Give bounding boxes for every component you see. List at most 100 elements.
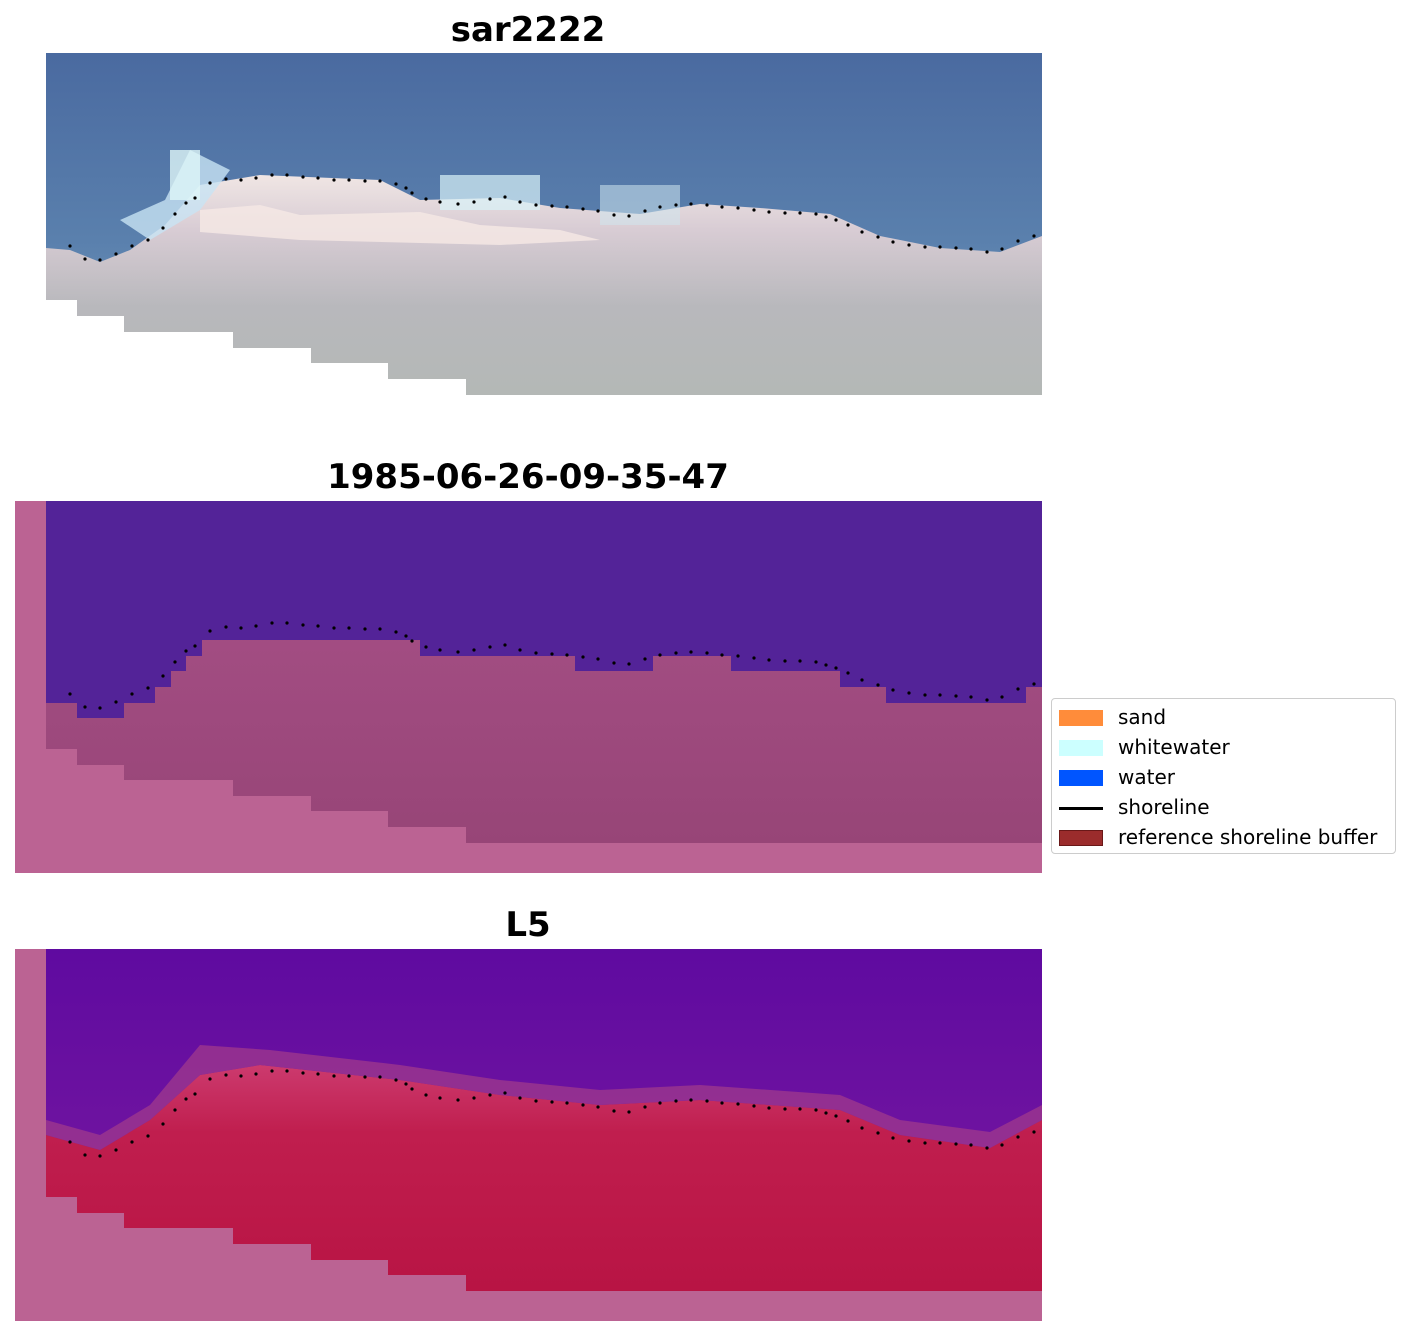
shoreline-dot <box>378 1075 382 1079</box>
shoreline-dot <box>83 705 87 709</box>
shoreline-dot <box>783 211 787 215</box>
shoreline-dot <box>891 688 895 692</box>
shoreline-dot <box>332 626 336 630</box>
shoreline-dot <box>518 1096 522 1100</box>
shoreline-dot <box>565 205 569 209</box>
shoreline-dot <box>1000 1143 1004 1147</box>
shoreline-dot <box>705 651 709 655</box>
shoreline-dot <box>316 1072 320 1076</box>
shoreline-dot <box>1000 695 1004 699</box>
shoreline-dot <box>363 627 367 631</box>
shoreline-dot <box>316 624 320 628</box>
shoreline-dot <box>130 1140 134 1144</box>
shoreline-dot <box>985 250 989 254</box>
shoreline-dot <box>98 1154 102 1158</box>
shoreline-dot <box>285 173 289 177</box>
shoreline-dot <box>270 621 274 625</box>
shoreline-dot <box>394 182 398 186</box>
shoreline-dot <box>938 693 942 697</box>
shoreline-dot <box>798 211 802 215</box>
shoreline-dot <box>534 203 538 207</box>
shoreline-dot <box>612 1109 616 1113</box>
shoreline-dot <box>301 1071 305 1075</box>
shoreline-dot <box>404 186 408 190</box>
shoreline-dot <box>98 706 102 710</box>
shoreline-dot <box>705 1099 709 1103</box>
shoreline-dot <box>173 212 177 216</box>
shoreline-dot <box>404 1082 408 1086</box>
shoreline-dot <box>767 210 771 214</box>
shoreline-dot <box>643 1105 647 1109</box>
shoreline-dot <box>1032 1130 1036 1134</box>
shoreline-dot <box>424 1093 428 1097</box>
shoreline-dot <box>534 651 538 655</box>
shoreline-dot <box>907 243 911 247</box>
shoreline-dot <box>720 653 724 657</box>
shoreline-dot <box>347 1074 351 1078</box>
shoreline-dot <box>954 1142 958 1146</box>
shoreline-dot <box>798 659 802 663</box>
shoreline-dot <box>834 218 838 222</box>
shoreline-dot <box>83 257 87 261</box>
shoreline-dot <box>612 213 616 217</box>
shoreline-dot <box>923 693 927 697</box>
shoreline-dot <box>410 191 414 195</box>
shoreline-dot <box>503 195 507 199</box>
shoreline-dot <box>503 643 507 647</box>
shoreline-dot <box>363 1075 367 1079</box>
shoreline-dot <box>627 214 631 218</box>
shoreline-dot <box>518 200 522 204</box>
shoreline-dot <box>316 176 320 180</box>
shoreline-dot <box>736 1102 740 1106</box>
shoreline-dot <box>254 1072 258 1076</box>
shoreline-dot <box>193 644 197 648</box>
panel-title-1: sar2222 <box>450 10 606 50</box>
shoreline-dot <box>239 178 243 182</box>
shoreline-dot <box>985 1146 989 1150</box>
legend-label: whitewater <box>1118 735 1230 759</box>
shoreline-dot <box>891 240 895 244</box>
panel-3-image <box>15 949 1042 1321</box>
shoreline-dot <box>285 1069 289 1073</box>
shoreline-dot <box>130 692 134 696</box>
shoreline-dot <box>161 1122 165 1126</box>
shoreline-dot <box>612 661 616 665</box>
shoreline-dot <box>438 1096 442 1100</box>
shoreline-dot <box>224 1073 228 1077</box>
shoreline-dot <box>969 695 973 699</box>
shoreline-dot <box>736 654 740 658</box>
legend: sand whitewater water shoreline referenc… <box>1051 698 1396 854</box>
shoreline-dot <box>208 181 212 185</box>
shoreline-dot <box>68 692 72 696</box>
panel-title-2: 1985-06-26-09-35-47 <box>327 457 729 497</box>
shoreline-dot <box>550 204 554 208</box>
shoreline-dot <box>674 1099 678 1103</box>
shoreline-dot <box>1016 239 1020 243</box>
shoreline-dot <box>424 645 428 649</box>
shoreline-dot <box>438 200 442 204</box>
shoreline-dot <box>1032 682 1036 686</box>
legend-label: reference shoreline buffer <box>1118 825 1378 849</box>
legend-item-shoreline: shoreline <box>1052 791 1395 821</box>
shoreline-dot <box>954 694 958 698</box>
shoreline-dot <box>332 178 336 182</box>
shoreline-dot <box>332 1074 336 1078</box>
shoreline-dot <box>270 1069 274 1073</box>
shoreline-dot <box>824 663 828 667</box>
shoreline-dot <box>424 197 428 201</box>
shoreline-dot <box>627 1110 631 1114</box>
shoreline-dot <box>876 235 880 239</box>
shoreline-dot <box>394 1078 398 1082</box>
shoreline-dot <box>378 179 382 183</box>
shoreline-dot <box>130 244 134 248</box>
shoreline-dot <box>347 626 351 630</box>
shoreline-dot <box>114 252 118 256</box>
shoreline-dot <box>1032 234 1036 238</box>
shoreline-dot <box>658 1101 662 1105</box>
shoreline-dot <box>954 246 958 250</box>
shoreline-dot <box>814 660 818 664</box>
shoreline-dot <box>814 212 818 216</box>
shoreline-dot <box>798 1107 802 1111</box>
shoreline-dot <box>472 648 476 652</box>
